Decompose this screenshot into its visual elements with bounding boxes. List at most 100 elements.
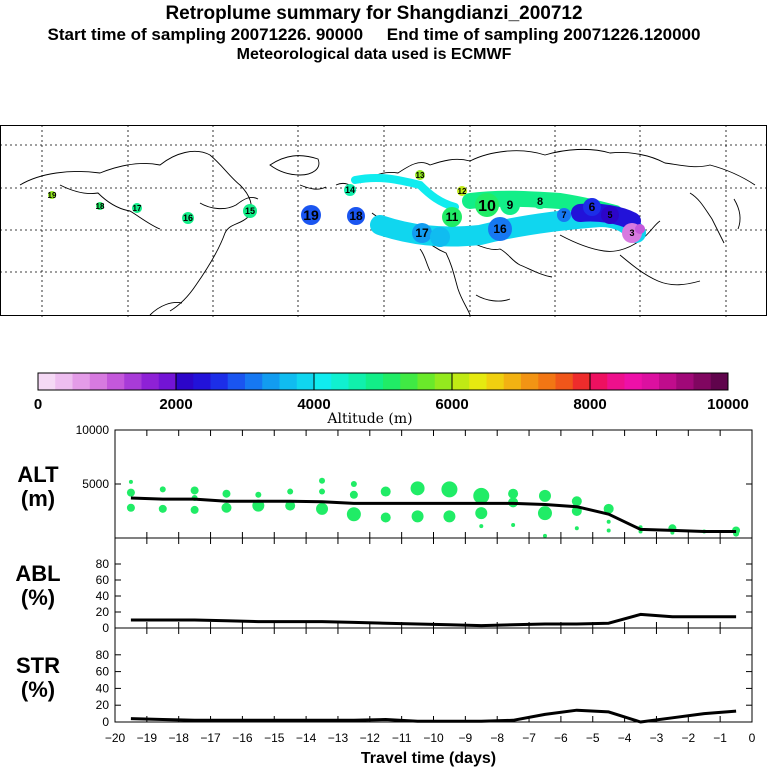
x-tick-label: −12 <box>360 731 381 745</box>
start-time-label: Start time of sampling 20071226. 90000 <box>47 25 364 44</box>
scatter-point <box>441 481 458 498</box>
scatter-point <box>473 487 490 504</box>
y-tick-label: 60 <box>96 573 110 587</box>
colorbar-cell <box>227 373 246 390</box>
colorbar-cell <box>331 373 349 390</box>
panel-layer: 500010000ALT(m)020406080ABL(%)020406080S… <box>15 423 755 767</box>
colorbar-cell <box>590 373 608 390</box>
x-tick-label: −16 <box>232 731 253 745</box>
colorbar-cell <box>659 373 677 390</box>
y-tick-label: 60 <box>96 665 110 679</box>
x-tick-label: −11 <box>392 731 412 745</box>
colorbar-cell <box>486 373 505 390</box>
x-tick-label: −17 <box>200 731 221 745</box>
scatter-point <box>511 523 516 528</box>
x-tick-label: −3 <box>650 731 664 745</box>
x-tick-label: −18 <box>169 731 190 745</box>
scatter-point <box>222 489 231 498</box>
scatter-point <box>571 496 582 507</box>
colorbar-cell <box>158 373 177 390</box>
chart-title: Retroplume summary for Shangdianzi_20071… <box>165 3 583 24</box>
y-tick-label: 80 <box>96 557 110 571</box>
scatter-point <box>443 510 456 523</box>
y-tick-label: 20 <box>96 605 110 619</box>
colorbar-cell <box>452 373 470 390</box>
map-label-18a: 18 <box>96 202 105 211</box>
scatter-point <box>574 526 579 531</box>
y-tick-label: 10000 <box>76 423 110 437</box>
scatter-point <box>475 507 488 520</box>
map-label-16a: 16 <box>183 213 193 223</box>
colorbar-cell <box>417 373 436 390</box>
scatter-point <box>606 528 611 533</box>
colorbar-cell <box>555 373 574 390</box>
series-line-abl <box>130 612 737 628</box>
panel-frame <box>114 429 753 539</box>
x-tick-label: −7 <box>522 731 536 745</box>
x-tick-label: −15 <box>264 731 285 745</box>
colorbar-cell <box>641 373 660 390</box>
altitude-colorbar: 0 2000 4000 6000 8000 10000 Altitude (m) <box>34 372 749 426</box>
colorbar-cell <box>469 373 487 390</box>
map-label-17b: 17 <box>415 226 429 240</box>
scatter-point <box>255 491 262 498</box>
panel-unit: (%) <box>21 677 55 702</box>
time-series-panels: 500010000ALT(m)020406080ABL(%)020406080S… <box>15 423 755 767</box>
map-label-16b: 16 <box>493 222 507 236</box>
map-label-15a: 15 <box>245 206 255 216</box>
x-tick-label: −5 <box>586 731 600 745</box>
x-axis-label: Travel time (days) <box>361 750 496 767</box>
plume-map: 19 18 17 16 15 19 18 14 13 12 10 11 9 8 … <box>0 125 768 317</box>
x-tick-label: −6 <box>554 731 568 745</box>
map-label-5: 5 <box>607 210 612 220</box>
colorbar-cell <box>400 373 418 390</box>
colorbar-cells <box>38 373 729 390</box>
y-tick-label: 5000 <box>82 477 109 491</box>
colorbar-cell <box>503 373 522 390</box>
panel-label: ALT <box>17 462 59 487</box>
y-tick-label: 80 <box>96 648 110 662</box>
panel-unit: (m) <box>21 486 55 511</box>
scatter-point <box>190 486 199 495</box>
colorbar-cell <box>314 373 332 390</box>
panel-alt: 5000 10000 ALT(m) <box>17 423 753 539</box>
colorbar-cell <box>676 373 694 390</box>
panel-label: STR <box>16 653 60 678</box>
scatter-point <box>126 503 135 512</box>
map-label-14: 14 <box>345 185 355 195</box>
x-tick-label: −9 <box>459 731 473 745</box>
scatter-point <box>380 486 391 497</box>
colorbar-cell <box>124 373 142 390</box>
colorbar-tick-label: 6000 <box>435 396 468 413</box>
x-tick-label: −14 <box>296 731 317 745</box>
map-label-10: 10 <box>478 198 496 215</box>
colorbar-cell <box>210 373 229 390</box>
colorbar-frame <box>37 372 729 391</box>
map-label-12: 12 <box>458 187 467 196</box>
scatter-point <box>287 488 294 495</box>
colorbar-tick-label: 8000 <box>573 396 606 413</box>
map-label-8: 8 <box>537 196 543 208</box>
x-tick-label: −13 <box>328 731 349 745</box>
scatter-point <box>380 512 391 523</box>
scatter-point <box>128 479 133 484</box>
colorbar-cell <box>607 373 625 390</box>
y-tick-label: 20 <box>96 698 110 712</box>
colorbar-cell <box>538 373 556 390</box>
map-label-19b: 19 <box>303 207 319 223</box>
y-tick-label: 0 <box>102 715 109 729</box>
colorbar-cell <box>624 373 643 390</box>
colorbar-cell <box>38 373 56 390</box>
colorbar-cell <box>365 373 384 390</box>
colorbar-cell <box>348 373 367 390</box>
colorbar-tick-label: 4000 <box>297 396 330 413</box>
colorbar-cell <box>72 373 91 390</box>
x-tick-label: −20 <box>105 731 126 745</box>
colorbar-cell <box>262 373 280 390</box>
scatter-point <box>349 490 358 499</box>
colorbar-cell <box>434 373 453 390</box>
colorbar-cell <box>383 373 401 390</box>
colorbar-cell <box>107 373 125 390</box>
colorbar-cell <box>521 373 539 390</box>
scatter-point <box>190 505 199 514</box>
